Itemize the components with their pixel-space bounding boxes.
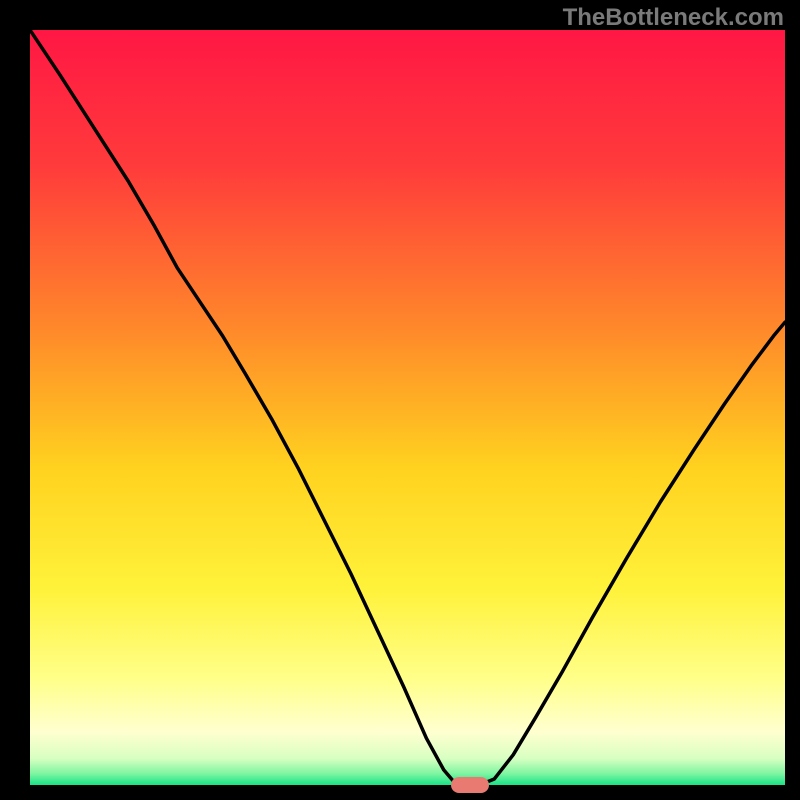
watermark-text: TheBottleneck.com [563, 4, 784, 32]
bottleneck-curve [30, 30, 785, 785]
plot-area [30, 30, 785, 785]
optimal-point-marker [451, 777, 489, 792]
chart-container: TheBottleneck.com [0, 0, 800, 800]
